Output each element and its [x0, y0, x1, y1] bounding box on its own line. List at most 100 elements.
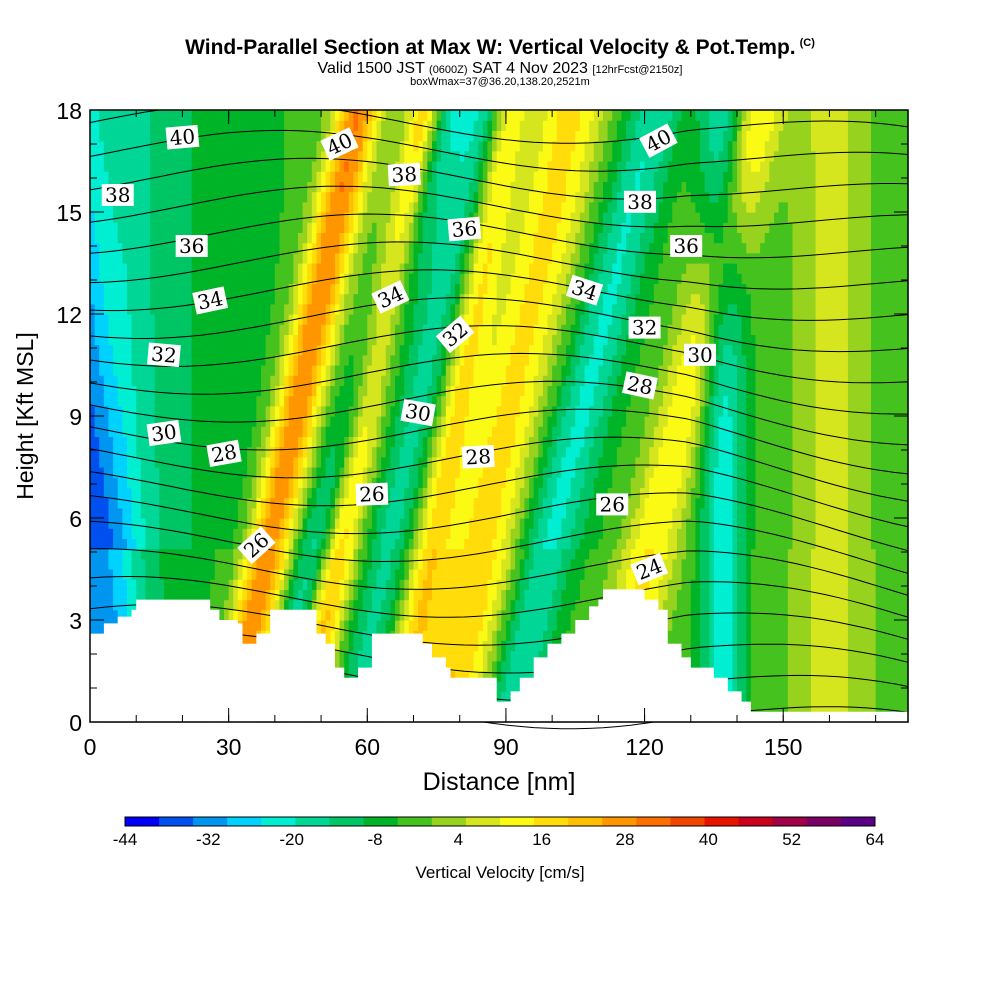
colorbar-tick-label: 4 [454, 830, 463, 849]
x-tick-label: 150 [764, 734, 802, 760]
contour-label-text: 34 [195, 286, 225, 315]
theta-isoline [89, 129, 909, 172]
colorbar-swatch [568, 817, 603, 826]
theta-isoline [89, 520, 909, 574]
colorbar-swatch [261, 817, 296, 826]
colorbar-swatch [840, 817, 876, 826]
contour-label-bg [237, 526, 276, 565]
colorbar-tick-label: 64 [866, 830, 885, 849]
contour-label-text: 38 [627, 190, 652, 214]
contour-label-bg [628, 316, 661, 339]
contour-label: 28 [206, 439, 242, 468]
colorbar-tick-label: -32 [196, 830, 221, 849]
theta-isoline [89, 325, 909, 384]
contour-label-text: 28 [625, 371, 655, 400]
x-tick-label: 120 [625, 734, 663, 760]
colorbar-swatch [159, 817, 194, 826]
x-tick-label: 60 [354, 734, 380, 760]
y-tick-label: 3 [69, 608, 82, 634]
contour-label-bg [146, 419, 182, 447]
chart-title: Wind-Parallel Section at Max W: Vertical… [185, 36, 815, 59]
colorbar-tick-label: 28 [616, 830, 635, 849]
y-axis-label: Height [Kft MSL] [12, 332, 38, 499]
contour-label-bg [670, 235, 703, 257]
y-tick-label: 0 [69, 710, 82, 736]
x-tick-label: 30 [216, 734, 242, 760]
colorbar-swatch [295, 817, 331, 826]
contour-label-bg [400, 398, 436, 427]
colorbar-swatch [397, 817, 433, 826]
theta-isoline [89, 269, 909, 321]
contour-label-text: 32 [150, 342, 177, 368]
contour-label-bg [206, 439, 242, 468]
contour-label-text: 30 [687, 343, 712, 367]
contour-label-text: 30 [404, 399, 433, 427]
colorbar-swatch [431, 817, 467, 826]
colorbar-swatch [500, 817, 535, 826]
contour-label: 30 [146, 419, 182, 447]
y-tick-label: 6 [69, 506, 82, 532]
contour-label: 34 [192, 286, 229, 315]
contour-label: 28 [461, 444, 495, 469]
contour-label-text: 38 [391, 162, 418, 187]
theta-isoline [89, 436, 909, 502]
colorbar-tick-label: 16 [532, 830, 551, 849]
contour-label-text: 26 [359, 482, 385, 507]
colorbar-swatch [227, 817, 262, 826]
contour-label-text: 26 [599, 492, 624, 516]
theta-isoline [89, 185, 909, 228]
contour-label: 36 [175, 234, 208, 258]
theta-isoline [89, 380, 909, 446]
contour-label: 36 [670, 234, 703, 258]
contour-label: 38 [623, 190, 656, 214]
box-info: boxWmax=37@36.20,138.20,2521m [410, 76, 590, 88]
theta-isoline [89, 492, 909, 552]
contour-label-text: 38 [105, 183, 130, 207]
theta-isoline [89, 352, 909, 415]
theta-isoline [89, 297, 909, 353]
contour-label: 32 [147, 342, 181, 368]
contour-label-text: 32 [632, 316, 657, 340]
x-axis: 0 30 60 90 120 150 Distance [nm] [84, 110, 877, 796]
contour-label-bg [447, 216, 482, 242]
colorbar-swatch [329, 817, 365, 826]
contour-label: 38 [387, 162, 421, 187]
theta-isoline [89, 213, 909, 259]
contour-label-text: 28 [209, 439, 238, 467]
contour-label-bg [147, 342, 181, 368]
colorbar-swatch [738, 817, 774, 826]
x-axis-label: Distance [nm] [423, 768, 576, 796]
contour-label-bg [461, 444, 495, 469]
colorbar-swatch [636, 817, 671, 826]
copyright-mark: (C) [799, 37, 815, 49]
contour-label-text: 36 [179, 234, 204, 258]
contour-label-bg [630, 552, 669, 586]
contour-label-bg [371, 280, 410, 314]
contour-label-bg [192, 286, 229, 315]
x-tick-label: 90 [493, 734, 519, 760]
contour-label: 36 [447, 216, 482, 242]
colorbar-tick-label: -44 [113, 830, 138, 849]
contour-label: 38 [101, 183, 134, 207]
contour-label-text: 28 [465, 444, 492, 469]
contour-label-bg [639, 123, 678, 158]
colorbar-swatch [704, 817, 740, 826]
terrain-mask [90, 589, 908, 722]
y-tick-label: 15 [56, 200, 82, 226]
colorbar-tick-label: -8 [367, 830, 382, 849]
theta-isoline [89, 603, 909, 646]
contour-label-bg [320, 127, 359, 161]
contour-label: 30 [684, 343, 717, 367]
contour-label-bg [165, 124, 200, 150]
colorbar-swatch [125, 817, 160, 826]
contour-label-bg [175, 235, 208, 257]
theta-isoline [89, 575, 909, 618]
colorbar-swatch [602, 817, 637, 826]
colorbar: -44 -32 -20 -8 4 16 28 40 52 64 [113, 816, 885, 849]
colorbar-tick-label: 52 [782, 830, 801, 849]
contour-label: 40 [165, 124, 200, 150]
y-tick-label: 9 [69, 404, 82, 430]
contour-label-bg [622, 371, 658, 400]
